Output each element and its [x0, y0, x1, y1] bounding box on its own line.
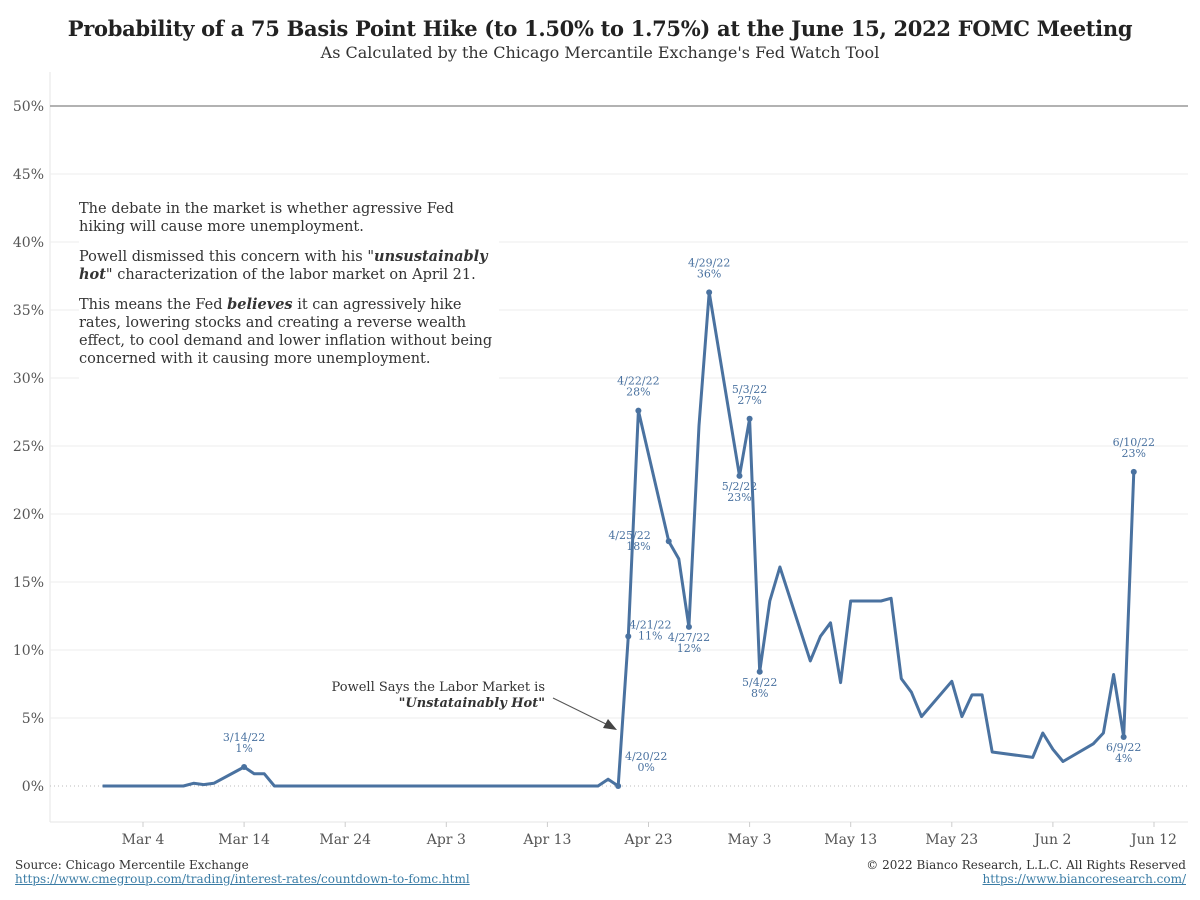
y-tick-label: 35%: [13, 303, 44, 319]
y-tick-label: 10%: [13, 643, 44, 659]
x-tick-label: Jun 12: [1129, 832, 1177, 848]
point-value-label: 0%: [637, 761, 654, 774]
point-date-label: 4/21/22: [629, 618, 671, 631]
point-date-label: 4/25/22: [608, 529, 650, 542]
y-tick-label: 45%: [13, 167, 44, 183]
point-date-label: 4/22/22: [617, 375, 659, 388]
point-date-label: 3/14/22: [223, 731, 265, 744]
x-tick-label: Apr 13: [522, 832, 571, 848]
x-tick-label: Mar 4: [122, 832, 165, 848]
powell-annotation: Powell Says the Labor Market is "Unstata…: [331, 680, 545, 711]
y-tick-label: 30%: [13, 371, 44, 387]
commentary-p3: This means the Fed believes it can agres…: [79, 296, 493, 367]
commentary-p2: Powell dismissed this concern with his "…: [79, 248, 488, 283]
point-value-label: 36%: [697, 267, 721, 280]
point-date-label: 4/27/22: [668, 631, 710, 644]
labeled-point: [1130, 468, 1137, 475]
x-tick-label: Jun 2: [1032, 832, 1071, 848]
labeled-point: [685, 623, 692, 630]
y-tick-label: 40%: [13, 235, 44, 251]
point-date-label: 5/2/22: [722, 480, 757, 493]
labeled-point: [241, 763, 248, 770]
x-tick-label: May 23: [925, 832, 978, 848]
x-tick-label: Apr 23: [623, 832, 672, 848]
y-tick-label: 20%: [13, 507, 44, 523]
x-tick-label: Apr 3: [426, 832, 466, 848]
y-tick-label: 25%: [13, 439, 44, 455]
point-value-label: 1%: [235, 742, 252, 755]
source-link[interactable]: https://www.cmegroup.com/trading/interes…: [15, 872, 470, 886]
site-link[interactable]: https://www.biancoresearch.com/: [982, 872, 1186, 886]
y-tick-label: 5%: [22, 711, 44, 727]
annotation-arrow-head: [603, 719, 617, 730]
point-date-label: 4/20/22: [625, 750, 667, 763]
chart-subtitle: As Calculated by the Chicago Mercantile …: [320, 43, 880, 62]
labeled-point: [1120, 734, 1127, 741]
point-value-label: 8%: [751, 687, 768, 700]
point-date-label: 6/10/22: [1113, 436, 1155, 449]
point-value-label: 27%: [737, 394, 761, 407]
labeled-point: [615, 783, 622, 789]
point-date-label: 5/4/22: [742, 676, 777, 689]
chart-title: Probability of a 75 Basis Point Hike (to…: [67, 16, 1133, 41]
x-tick-label: Mar 24: [319, 832, 371, 848]
x-tick-label: May 13: [824, 832, 877, 848]
point-value-label: 18%: [626, 540, 650, 553]
point-value-label: 11%: [638, 629, 662, 642]
point-date-label: 4/29/22: [688, 256, 730, 269]
y-tick-label: 15%: [13, 575, 44, 591]
labeled-point: [756, 668, 763, 675]
point-value-label: 4%: [1115, 752, 1132, 765]
labeled-point: [736, 472, 743, 479]
point-date-label: 6/9/22: [1106, 741, 1141, 754]
point-value-label: 23%: [727, 491, 751, 504]
point-date-label: 5/3/22: [732, 383, 767, 396]
commentary-box: The debate in the market is whether agre…: [79, 200, 499, 380]
y-tick-label: 50%: [13, 99, 44, 115]
point-value-label: 28%: [626, 386, 650, 399]
footer-source: Source: Chicago Mercentile Exchange http…: [15, 858, 470, 886]
labeled-point: [706, 289, 713, 296]
commentary-p1: The debate in the market is whether agre…: [79, 201, 454, 235]
annotation-arrow-line: [552, 697, 611, 727]
y-tick-label: 0%: [22, 779, 44, 795]
labeled-point: [625, 633, 632, 640]
series-line: [102, 290, 1136, 788]
labeled-point: [635, 407, 642, 414]
labeled-point: [665, 538, 672, 545]
labeled-point: [746, 415, 753, 422]
point-value-label: 12%: [677, 642, 701, 655]
x-tick-label: May 3: [728, 832, 772, 848]
footer-copyright: © 2022 Bianco Research, L.L.C. All Right…: [866, 858, 1186, 886]
x-tick-label: Mar 14: [218, 832, 270, 848]
point-value-label: 23%: [1122, 447, 1146, 460]
